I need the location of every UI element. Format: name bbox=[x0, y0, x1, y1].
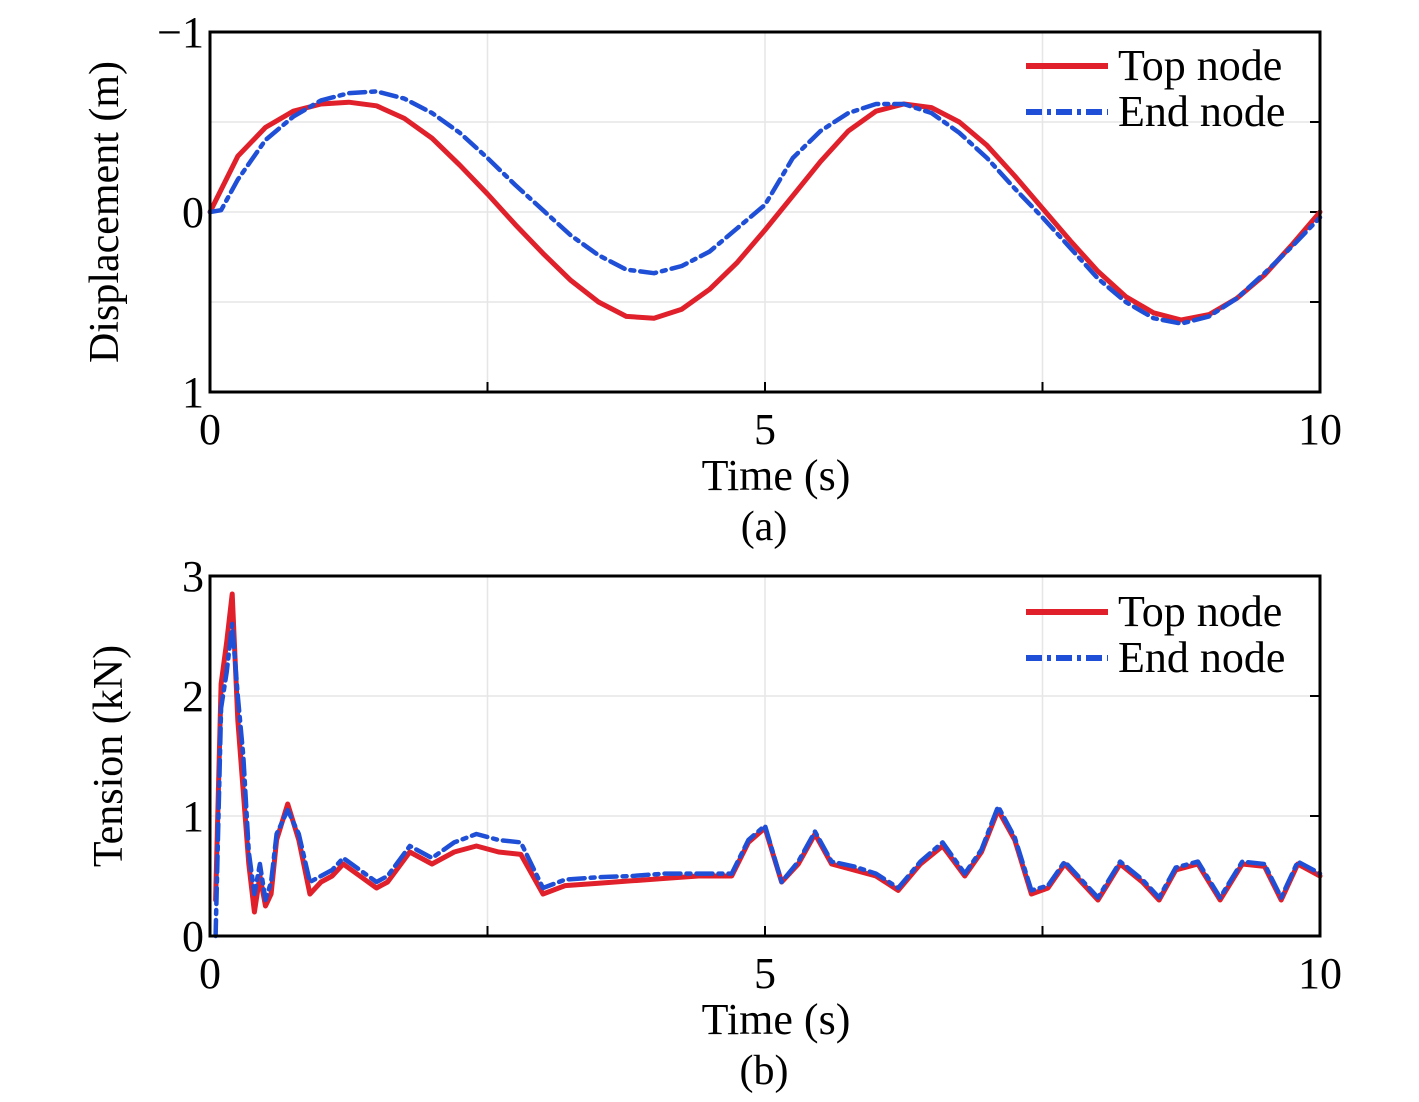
plot-frame-a bbox=[208, 30, 1322, 394]
ticks-a bbox=[486, 121, 1320, 392]
x-tick-label: 5 bbox=[754, 405, 776, 454]
x-axis-label-a: Time (s) bbox=[702, 451, 851, 500]
series-b bbox=[213, 591, 1323, 939]
legend-label-end-node-a: End node bbox=[1118, 87, 1285, 136]
series-a bbox=[207, 89, 1323, 326]
y-axis-label-b: Tension (kN) bbox=[86, 645, 132, 867]
y-tick-label: 2 bbox=[182, 672, 204, 721]
series-line-end-node bbox=[213, 621, 1323, 939]
x-axis-label-b: Time (s) bbox=[702, 995, 851, 1044]
y-tick-label: 0 bbox=[182, 188, 204, 237]
ticks-b bbox=[486, 695, 1320, 936]
tick-labels-a: 0 5 10−101 bbox=[157, 8, 1342, 454]
series-line-top-node bbox=[207, 99, 1323, 323]
y-tick-label: 0 bbox=[182, 912, 204, 961]
legend-label-top-node-b: Top node bbox=[1118, 587, 1282, 636]
legend-a: Top node End node bbox=[1026, 41, 1285, 136]
y-axis-label-a: Displacement (m) bbox=[82, 61, 128, 363]
displacement-panel: 0 5 10−101 Displacement (m) Time (s) (a) T… bbox=[82, 8, 1342, 550]
series-line-end-node bbox=[207, 89, 1323, 326]
legend-label-top-node-a: Top node bbox=[1118, 41, 1282, 90]
y-tick-label: 3 bbox=[182, 552, 204, 601]
x-tick-label: 10 bbox=[1298, 405, 1342, 454]
y-tick-label: 1 bbox=[182, 368, 204, 417]
tick-labels-b: 0 5 10 0 1 2 3 bbox=[182, 552, 1342, 998]
legend-b: Top node End node bbox=[1026, 587, 1285, 682]
panel-label-a: (a) bbox=[741, 504, 788, 550]
y-tick-label: 1 bbox=[182, 792, 204, 841]
grid-b bbox=[210, 576, 1320, 936]
x-tick-label: 0 bbox=[199, 949, 221, 998]
legend-label-end-node-b: End node bbox=[1118, 633, 1285, 682]
y-tick-label: −1 bbox=[157, 8, 204, 57]
x-tick-label: 10 bbox=[1298, 949, 1342, 998]
x-tick-label: 5 bbox=[754, 949, 776, 998]
tension-panel: 0 5 10 0 1 2 3 Tension (kN) Time (s) (b) Top n… bbox=[86, 552, 1342, 1094]
x-tick-label: 0 bbox=[199, 405, 221, 454]
plot-frame-b bbox=[208, 574, 1322, 938]
panel-label-b: (b) bbox=[740, 1048, 789, 1094]
